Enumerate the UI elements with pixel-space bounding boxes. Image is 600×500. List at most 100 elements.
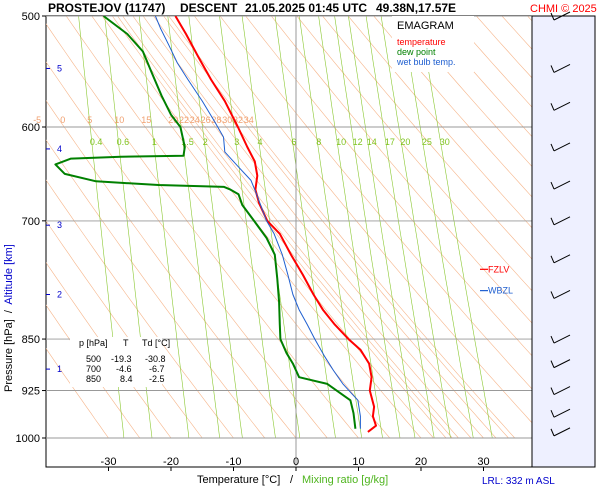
legend-background [392, 16, 474, 72]
mixing-ratio-line [419, 16, 493, 439]
dry-adiabat [46, 100, 297, 439]
mixing-ratio-label: 6 [291, 137, 296, 147]
dry-adiabat [101, 16, 434, 439]
mixing-ratio-label: 0.4 [90, 137, 103, 147]
potential-temp-label: 22 [179, 115, 189, 125]
svg-text:Pressure [hPa] / A: Pressure [hPa] / Altitude [km] [3, 244, 15, 392]
fzlv-label: FZLV [488, 264, 509, 274]
mixing-ratio-line [274, 16, 336, 439]
temperature-tick-label: -30 [101, 456, 117, 468]
barb-staff [553, 11, 571, 21]
y-label-altitude: Altitude [km] [3, 244, 15, 305]
dry-adiabat [142, 16, 484, 439]
table-row-td: -30.8 [145, 354, 166, 364]
barb-staff [553, 408, 571, 418]
potential-temp-label: 20 [168, 115, 178, 125]
dry-adiabat [153, 16, 497, 439]
dry-adiabat [65, 16, 391, 439]
barb-staff [553, 180, 571, 190]
dry-adiabat [122, 16, 459, 439]
barb-staff [553, 101, 571, 111]
altitude-tick-label: 2 [57, 289, 62, 299]
potential-temp-label: 28 [211, 115, 221, 125]
dry-adiabat [322, 16, 545, 274]
line-labels: 0.4 0.6 1 1.5 2 3 4 6 8 10 12 14 17 20 25 30-5 0 5 10 15 20 2… [33, 115, 450, 147]
mode-label: DESCENT [180, 1, 238, 15]
dry-adiabat [399, 16, 545, 182]
legend-item-temperature: temperature [397, 37, 446, 47]
legend-item-dew-point: dew point [397, 47, 436, 57]
table-row-t: -4.6 [116, 364, 132, 374]
x-label-sep: / [290, 474, 294, 486]
wind-barb [550, 408, 571, 418]
wind-barb [550, 101, 571, 111]
dry-adiabat [46, 348, 109, 439]
mixing-ratio-label: 12 [353, 137, 363, 147]
mixing-ratio-label: 2 [203, 137, 208, 147]
barb-flag [550, 143, 555, 152]
temperature-tick-label: 0 [293, 456, 299, 468]
datetime-label: 21.05.2025 01:45 UTC [245, 1, 367, 15]
table-row-p: 700 [86, 364, 101, 374]
table-row-p: 500 [86, 354, 101, 364]
wind-barb [550, 142, 571, 152]
mixing-ratio-line [188, 16, 243, 439]
barb-staff [553, 334, 571, 344]
mixing-ratio-label: 14 [367, 137, 377, 147]
dry-adiabat [46, 23, 359, 439]
barb-staff [553, 142, 571, 152]
mixing-ratio-label: 25 [422, 137, 432, 147]
table-header-td: Td [°C] [142, 338, 170, 348]
y-axis-title: Pressure [hPa] / Altitude [km] [3, 244, 15, 392]
mixing-ratio-label: 20 [400, 137, 410, 147]
wet-bulb-temp-line [154, 16, 361, 429]
dew-point-line [54, 16, 357, 429]
grid-lines [46, 16, 545, 467]
dry-adiabat [373, 16, 545, 212]
mixing-ratio-line [401, 16, 474, 439]
barb-staff [553, 386, 571, 395]
barb-staff [553, 254, 571, 264]
wind-barb [550, 427, 571, 437]
mixing-ratio-line [334, 16, 401, 439]
dry-adiabat [347, 16, 545, 243]
x-label-temp: Temperature [°C] [197, 474, 280, 486]
mixing-ratio-label: 3 [234, 137, 239, 147]
mixing-ratio-label: 10 [336, 137, 346, 147]
x-label-mixing: Mixing ratio [g/kg] [302, 474, 388, 486]
altitude-tick-label: 3 [57, 220, 62, 230]
dry-adiabat [163, 16, 509, 439]
legend-item-wet-bulb: wet bulb temp. [396, 57, 456, 67]
dry-adiabat [111, 16, 447, 439]
temperature-line [174, 16, 377, 433]
barb-flag [550, 360, 555, 368]
mixing-ratio-line [298, 16, 362, 439]
wind-barb [550, 334, 571, 344]
wind-barb [550, 11, 571, 21]
mixing-ratio-line [380, 16, 451, 439]
altitude-tick-label: 4 [57, 144, 62, 154]
pressure-tick-label: 700 [22, 216, 40, 228]
dry-adiabat [450, 16, 545, 122]
dry-adiabat [424, 16, 545, 152]
potential-temp-label: 26 [201, 115, 211, 125]
mixing-ratio-line [138, 16, 190, 439]
wind-barb [550, 290, 571, 299]
dry-adiabat [46, 61, 328, 439]
dry-adiabat [219, 16, 545, 404]
barb-flag [550, 255, 555, 263]
barb-flag [550, 65, 555, 73]
barb-flag [550, 291, 555, 299]
wbzl-label: WBZL [488, 286, 513, 296]
legend-title: EMAGRAM [397, 20, 454, 32]
barb-flag [550, 335, 555, 344]
mixing-ratio-line [348, 16, 416, 439]
table-row-t: 8.4 [120, 374, 133, 384]
wind-barbs [550, 11, 571, 437]
wind-barb [550, 180, 571, 190]
mixing-ratio-label: 17 [385, 137, 395, 147]
level-markers: FZLV WBZL [480, 264, 513, 296]
table-background [70, 337, 162, 387]
station-title: PROSTEJOV (11747) [48, 1, 165, 15]
